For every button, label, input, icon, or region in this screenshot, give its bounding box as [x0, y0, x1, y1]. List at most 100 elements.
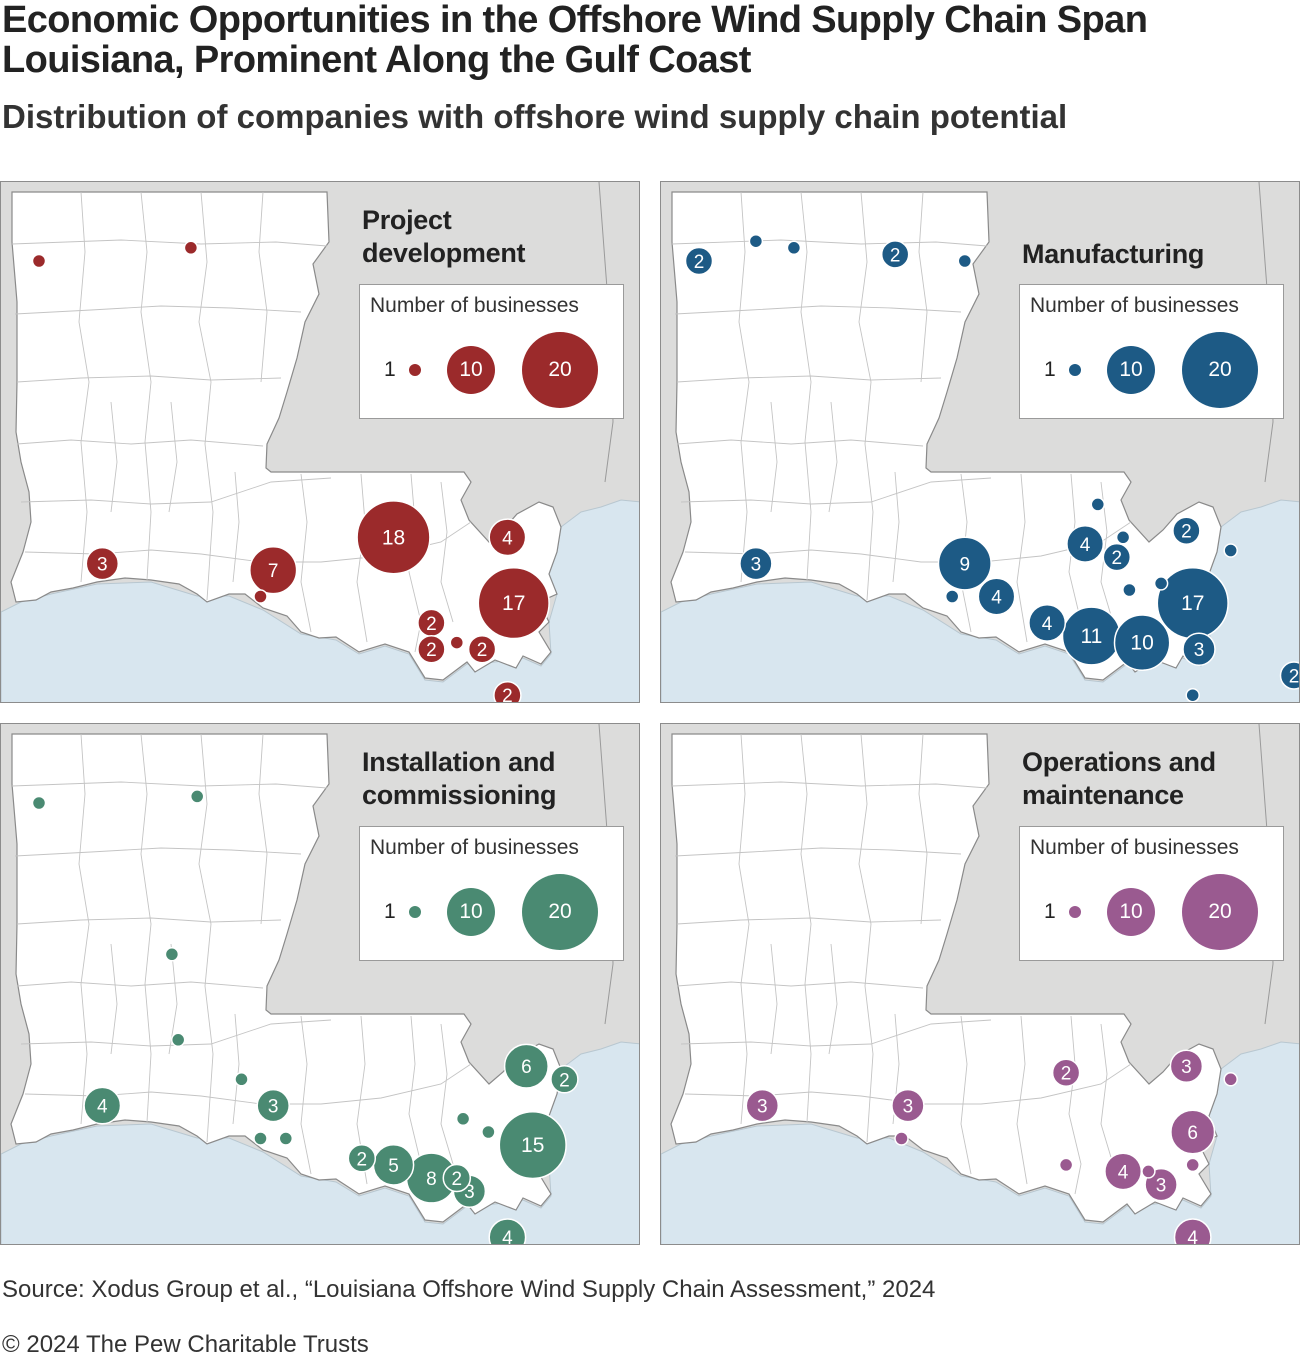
size-legend: Number of businesses 1 10 20	[359, 826, 624, 961]
business-count-label: 11	[1080, 625, 1102, 648]
business-count-label: 2	[1181, 522, 1192, 543]
panel-title-line: development	[362, 237, 525, 270]
business-count-label: 4	[502, 528, 513, 549]
business-count-label: 3	[97, 555, 108, 576]
size-legend: Number of businesses 1 10 20	[1019, 284, 1284, 419]
business-count-label: 6	[1187, 1123, 1198, 1144]
panel-title: Manufacturing	[1022, 238, 1204, 271]
business-count-label: 6	[521, 1057, 532, 1078]
business-count-bubble	[254, 590, 267, 603]
legend-label-20: 20	[522, 357, 598, 383]
business-count-bubble	[450, 636, 463, 649]
business-count-bubble	[279, 1132, 292, 1145]
business-count-bubble	[1060, 1158, 1073, 1171]
business-count-label: 4	[97, 1097, 108, 1118]
business-count-label: 3	[1194, 640, 1205, 661]
legend-circle-1	[409, 364, 421, 376]
business-count-bubble	[1224, 544, 1237, 557]
business-count-label: 4	[502, 1228, 513, 1245]
business-count-label: 2	[890, 245, 901, 266]
business-count-label: 4	[1118, 1162, 1129, 1183]
legend-title: Number of businesses	[1030, 293, 1239, 319]
business-count-bubble	[1186, 689, 1199, 702]
panel-title-line: Project	[362, 204, 525, 237]
business-count-bubble	[1117, 531, 1130, 544]
business-count-bubble	[1091, 498, 1104, 511]
business-count-bubble	[254, 1132, 267, 1145]
legend-circle-1	[1069, 364, 1081, 376]
legend-label-1: 1	[1044, 899, 1056, 925]
legend-label-10: 10	[447, 899, 495, 925]
business-count-label: 2	[357, 1149, 368, 1170]
business-count-bubble	[33, 797, 46, 810]
business-count-label: 4	[1187, 1228, 1198, 1245]
legend-label-1: 1	[1044, 357, 1056, 383]
legend-circle-1	[409, 906, 421, 918]
business-count-bubble	[787, 241, 800, 254]
business-count-bubble	[165, 948, 178, 961]
business-count-label: 2	[1289, 667, 1300, 688]
business-count-bubble	[749, 235, 762, 248]
business-count-bubble	[1142, 1165, 1155, 1178]
legend-title: Number of businesses	[370, 293, 579, 319]
business-count-label: 4	[1042, 614, 1053, 635]
business-count-label: 3	[757, 1097, 768, 1118]
business-count-bubble	[33, 255, 46, 268]
business-count-bubble	[184, 241, 197, 254]
business-count-label: 2	[502, 686, 513, 703]
panel-title-line: commissioning	[362, 779, 556, 812]
panel-title: Installation and commissioning	[362, 746, 556, 812]
business-count-bubble	[235, 1073, 248, 1086]
legend-title: Number of businesses	[1030, 835, 1239, 861]
business-count-bubble	[1155, 577, 1168, 590]
business-count-bubble	[172, 1033, 185, 1046]
business-count-label: 2	[426, 640, 437, 661]
source-note: Source: Xodus Group et al., “Louisiana O…	[2, 1275, 935, 1305]
business-count-label: 15	[521, 1134, 544, 1157]
legend-label-1: 1	[384, 899, 396, 925]
business-count-label: 3	[268, 1097, 279, 1118]
business-count-label: 10	[1130, 632, 1153, 655]
business-count-label: 2	[426, 614, 437, 635]
legend-title: Number of businesses	[370, 835, 579, 861]
panel-title: Operations and maintenance	[1022, 746, 1216, 812]
business-count-bubble	[457, 1112, 470, 1125]
legend-label-1: 1	[384, 357, 396, 383]
legend-label-20: 20	[522, 899, 598, 925]
business-count-bubble	[1123, 584, 1136, 597]
business-count-bubble	[191, 790, 204, 803]
panel-title-line: Operations and	[1022, 746, 1216, 779]
business-count-label: 9	[960, 555, 971, 576]
business-count-label: 3	[1181, 1057, 1192, 1078]
panel-title-line: maintenance	[1022, 779, 1216, 812]
business-count-label: 2	[694, 252, 705, 273]
size-legend: Number of businesses 1 10 20	[1019, 826, 1284, 961]
business-count-bubble	[895, 1132, 908, 1145]
business-count-label: 2	[477, 640, 488, 661]
copyright-note: © 2024 The Pew Charitable Trusts	[2, 1330, 369, 1360]
business-count-label: 2	[1061, 1064, 1072, 1085]
business-count-label: 3	[1156, 1176, 1167, 1197]
size-legend: Number of businesses 1 10 20	[359, 284, 624, 419]
business-count-label: 17	[502, 592, 525, 615]
legend-label-20: 20	[1182, 899, 1258, 925]
business-count-label: 2	[1112, 548, 1123, 569]
business-count-bubble	[946, 590, 959, 603]
business-count-label: 3	[903, 1097, 914, 1118]
chart-title: Economic Opportunities in the Offshore W…	[2, 0, 1292, 80]
business-count-bubble	[1186, 1158, 1199, 1171]
business-count-label: 5	[388, 1156, 399, 1177]
business-count-label: 4	[1080, 535, 1091, 556]
business-count-label: 3	[751, 555, 762, 576]
business-count-label: 17	[1181, 592, 1204, 615]
legend-label-20: 20	[1182, 357, 1258, 383]
business-count-label: 4	[991, 588, 1002, 609]
panel-title-line: Installation and	[362, 746, 556, 779]
business-count-bubble	[482, 1126, 495, 1139]
business-count-label: 18	[382, 526, 405, 549]
